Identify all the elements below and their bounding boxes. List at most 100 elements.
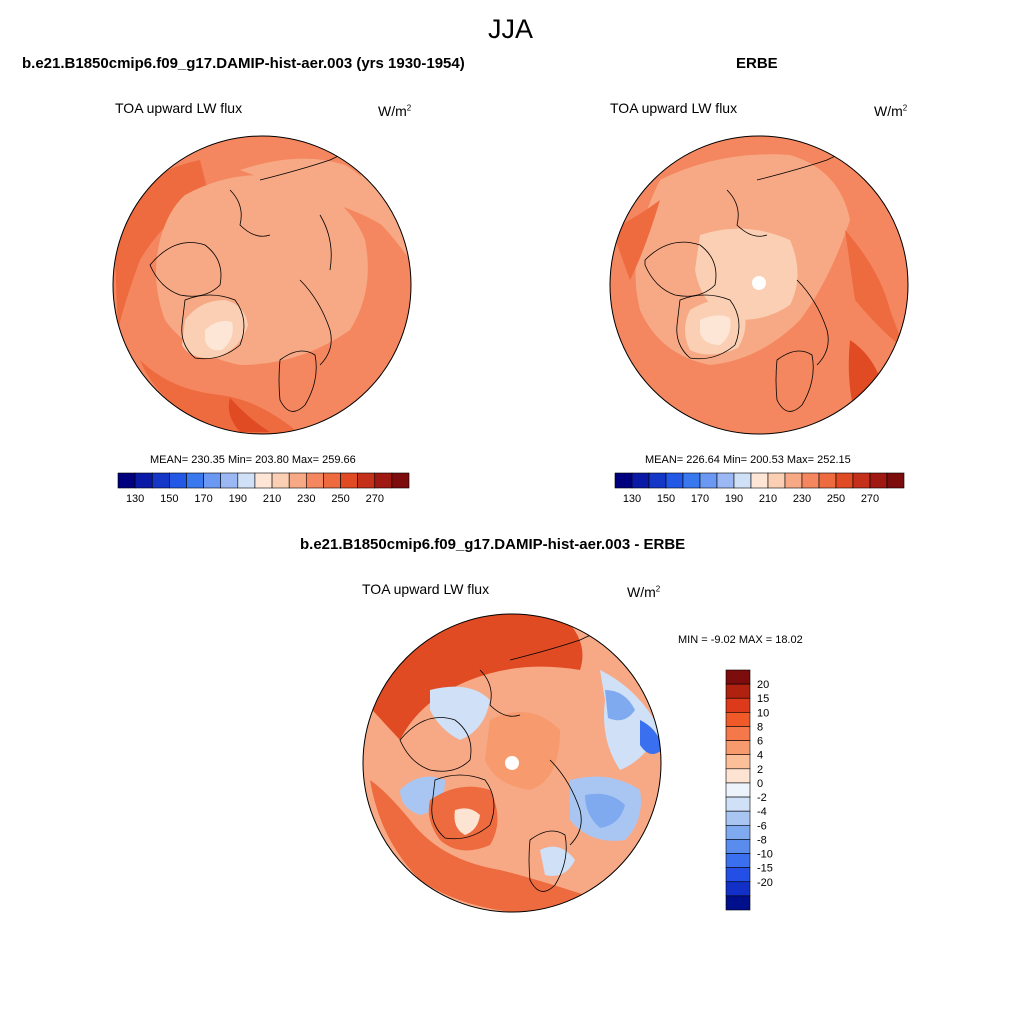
- colorbar-erbe-swatch: [648, 472, 667, 489]
- colorbar-difference-tick-label: -6: [757, 820, 767, 832]
- colorbar-difference-swatch: [725, 726, 751, 741]
- panel2-stats: MEAN= 226.64 Min= 200.53 Max= 252.15: [645, 454, 851, 466]
- colorbar-difference-tick-label: 20: [757, 679, 769, 691]
- colorbar-model-tick-label: 150: [160, 493, 178, 505]
- colorbar-model-swatch: [220, 472, 239, 489]
- colorbar-erbe-tick-label: 230: [793, 493, 811, 505]
- colorbar-model-tick-label: 230: [297, 493, 315, 505]
- colorbar-model-tick-label: 270: [366, 493, 384, 505]
- colorbar-erbe: 130 150 170 190 210 230 250 270: [614, 472, 905, 505]
- colorbar-erbe-swatch: [818, 472, 837, 489]
- panel2-title: ERBE: [736, 55, 778, 72]
- colorbar-difference-swatch: [725, 839, 751, 854]
- figure-title: JJA: [488, 14, 534, 44]
- colorbar-model-swatch: [340, 472, 358, 489]
- colorbar-erbe-swatch: [682, 472, 701, 489]
- colorbar-difference-tick-label: 2: [757, 764, 763, 776]
- colorbar-difference-swatch: [725, 810, 751, 826]
- map-model: [113, 136, 411, 434]
- colorbar-model-swatch: [305, 472, 324, 489]
- colorbar-difference-swatch: [725, 796, 751, 812]
- panel1-stats: MEAN= 230.35 Min= 203.80 Max= 259.66: [150, 454, 356, 466]
- colorbar-difference-tick-label: -10: [757, 849, 773, 861]
- colorbar-model-tick-label: 130: [126, 493, 144, 505]
- colorbar-difference-tick-label: 0: [757, 778, 763, 790]
- colorbar-erbe-tick-label: 150: [657, 493, 675, 505]
- panel2-units-base: W/m: [874, 103, 903, 119]
- panel2-variable: TOA upward LW flux: [610, 100, 738, 116]
- map-difference-border: [362, 613, 662, 913]
- panel2-units: W/m2: [874, 103, 907, 119]
- colorbar-erbe-tick-label: 250: [827, 493, 845, 505]
- colorbar-difference-tick-label: -20: [757, 877, 773, 889]
- map-erbe-border: [609, 135, 909, 435]
- panel3-units-exp: 2: [655, 584, 661, 594]
- colorbar-difference-tick-label: -15: [757, 863, 773, 875]
- panel1-units-exp: 2: [406, 103, 412, 113]
- colorbar-difference-tick-label: 6: [757, 736, 763, 748]
- colorbar-difference-swatch: [725, 768, 751, 784]
- colorbar-erbe-tick-label: 210: [759, 493, 777, 505]
- colorbar-erbe-swatch: [835, 472, 854, 489]
- colorbar-model-swatch: [237, 472, 256, 489]
- map-erbe-pole-gap: [752, 276, 766, 290]
- map-difference-pole-gap: [505, 756, 519, 770]
- colorbar-model-tick-label: 210: [263, 493, 281, 505]
- colorbar-erbe-swatch: [631, 472, 650, 489]
- colorbar-difference-swatch: [725, 669, 751, 685]
- colorbar-erbe-swatch: [665, 472, 684, 489]
- colorbar-model-swatch: [203, 472, 222, 489]
- colorbar-difference-swatch: [725, 867, 751, 883]
- panel2-units-exp: 2: [902, 103, 908, 113]
- colorbar-difference-swatch: [725, 853, 751, 868]
- panel1-units-base: W/m: [378, 103, 407, 119]
- colorbar-erbe-swatch: [750, 472, 769, 489]
- colorbar-model-swatch: [357, 472, 376, 489]
- colorbar-model: 130 150 170 190 210 230 250 270: [117, 472, 410, 505]
- colorbar-model-swatch: [117, 472, 136, 489]
- colorbar-model-tick-label: 170: [194, 493, 212, 505]
- colorbar-difference-swatch: [725, 782, 751, 798]
- colorbar-erbe-swatch: [716, 472, 735, 489]
- colorbar-model-tick-label: 250: [331, 493, 349, 505]
- colorbar-model-tick-label: 190: [229, 493, 247, 505]
- colorbar-difference-tick-label: -4: [757, 806, 767, 818]
- colorbar-erbe-swatch: [784, 472, 803, 489]
- colorbar-difference-tick-label: 15: [757, 693, 769, 705]
- colorbar-erbe-swatch: [869, 472, 888, 489]
- panel1-variable: TOA upward LW flux: [115, 100, 243, 116]
- colorbar-erbe-swatch: [852, 472, 871, 489]
- colorbar-model-swatch: [186, 472, 204, 489]
- colorbar-erbe-swatch: [767, 472, 786, 489]
- colorbar-erbe-swatch: [801, 472, 820, 489]
- colorbar-model-swatch: [271, 472, 290, 489]
- panel3-title: b.e21.B1850cmip6.f09_g17.DAMIP-hist-aer.…: [300, 536, 686, 553]
- panel3-stats: MIN = -9.02 MAX = 18.02: [678, 634, 803, 646]
- map-erbe: [610, 136, 908, 434]
- colorbar-erbe-swatch: [699, 472, 718, 489]
- colorbar-difference-tick-label: -8: [757, 834, 767, 846]
- colorbar-difference-tick-label: 8: [757, 721, 763, 733]
- colorbar-difference-swatch: [725, 895, 751, 911]
- colorbar-erbe-tick-label: 270: [861, 493, 879, 505]
- colorbar-model-swatch: [254, 472, 273, 489]
- colorbar-difference-tick-label: 10: [757, 707, 769, 719]
- colorbar-erbe-tick-label: 190: [725, 493, 743, 505]
- colorbar-erbe-tick-label: 170: [691, 493, 709, 505]
- colorbar-erbe-swatch: [886, 472, 905, 489]
- colorbar-difference-swatch: [725, 712, 751, 727]
- colorbar-difference-swatch: [725, 697, 751, 713]
- colorbar-erbe-tick-label: 130: [623, 493, 641, 505]
- panel3-units: W/m2: [627, 584, 660, 600]
- colorbar-model-swatch: [391, 472, 410, 489]
- panel3-variable: TOA upward LW flux: [362, 581, 490, 597]
- colorbar-difference-swatch: [725, 683, 751, 699]
- colorbar-difference-swatch: [725, 881, 751, 897]
- colorbar-model-swatch: [169, 472, 187, 489]
- colorbar-model-swatch: [134, 472, 153, 489]
- colorbar-model-swatch: [288, 472, 307, 489]
- colorbar-difference-swatch: [725, 754, 751, 770]
- panel1-units: W/m2: [378, 103, 411, 119]
- colorbar-model-swatch: [323, 472, 341, 489]
